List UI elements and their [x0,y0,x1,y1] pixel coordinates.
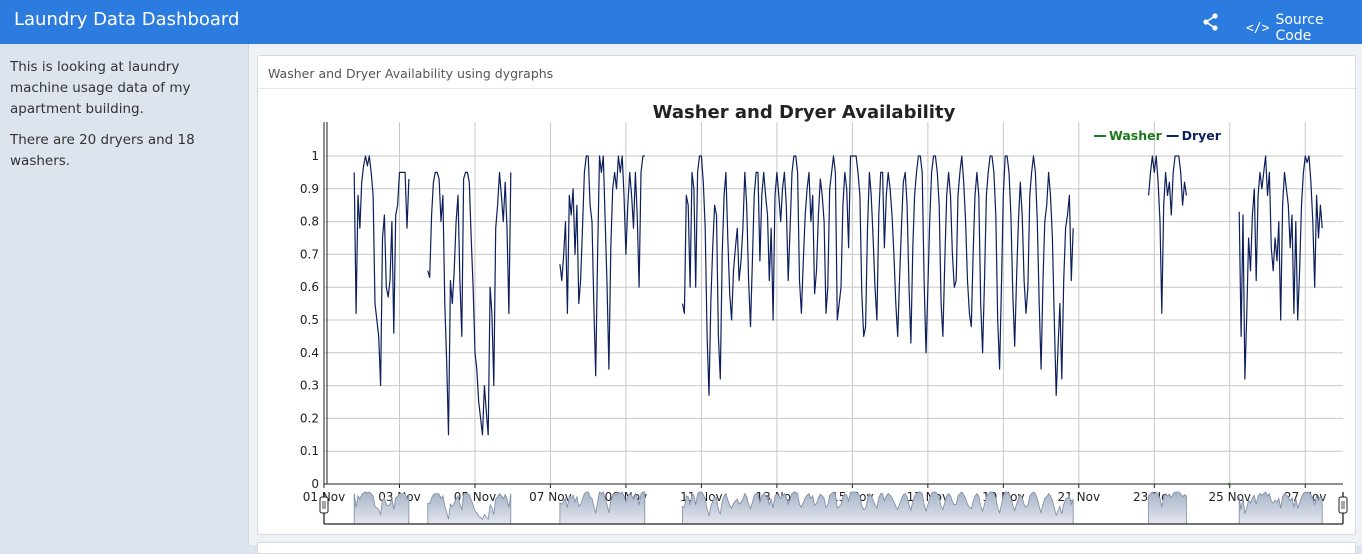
y-tick-label: 0 [311,477,319,491]
washer-legend-label: Washer [1109,128,1163,143]
dryer-series-line [681,155,1074,396]
dryer-legend-label: Dryer [1182,128,1222,143]
chart-title: Washer and Dryer Availability [653,102,956,123]
top-navbar: Laundry Data Dashboard </> Source Code [0,0,1362,44]
dryer-series-line [427,171,512,436]
y-tick-label: 0.4 [300,346,319,360]
range-mini-area [427,492,512,525]
range-mini-area [682,491,1074,525]
sidebar: This is looking at laundry machine usage… [0,44,249,545]
x-tick-label: 21 Nov [1058,490,1101,504]
availability-chart[interactable]: Washer and Dryer Availability 0 0.1 0.2 0.3… [258,90,1355,534]
source-code-link[interactable]: </> Source Code [1246,12,1362,44]
chart-legend: Washer Dryer [1094,128,1222,143]
x-tick-label: 25 Nov [1209,490,1252,504]
y-tick-label: 0.2 [300,411,319,425]
range-mini-area [1148,491,1187,525]
range-handle-right[interactable] [1338,496,1348,514]
dryer-series-line [559,155,645,377]
y-tick-label: 1 [311,149,319,163]
range-mini-area [353,491,410,525]
y-tick-label: 0.1 [300,444,319,458]
y-tick-label: 0.8 [300,215,319,229]
range-mini-area [1238,491,1323,525]
dryer-series-line [353,155,410,387]
share-icon[interactable] [1200,11,1222,33]
range-selector[interactable] [319,491,1348,525]
range-mini-area [559,491,646,525]
next-card [257,542,1356,554]
code-icon: </> [1246,20,1270,36]
x-tick-label: 07 Nov [529,490,572,504]
y-tick-label: 0.3 [300,379,319,393]
dryer-series-line [1148,155,1187,314]
y-tick-label: 0.7 [300,247,319,261]
chart-card: Washer and Dryer Availability using dygr… [257,55,1356,535]
chart-lines [353,155,1323,486]
y-tick-label: 0.9 [300,182,319,196]
main-body: Washer and Dryer Availability using dygr… [249,44,1362,554]
sidebar-machine-count: There are 20 dryers and 18 washers. [10,132,195,169]
app-title[interactable]: Laundry Data Dashboard [14,9,240,30]
chart-grid [323,122,1343,485]
x-tick-label: 05 Nov [454,490,497,504]
source-code-label: Source Code [1275,12,1324,44]
y-tick-label: 0.5 [300,313,319,327]
dryer-series-line [1238,155,1323,380]
y-axis: 0 0.1 0.2 0.3 0.4 0.5 0.6 0.7 0.8 0.9 1 [300,122,328,491]
sidebar-description: This is looking at laundry machine usage… [10,59,191,117]
range-handle-left[interactable] [319,496,329,514]
y-tick-label: 0.6 [300,280,319,294]
card-title: Washer and Dryer Availability using dygr… [258,56,1355,89]
